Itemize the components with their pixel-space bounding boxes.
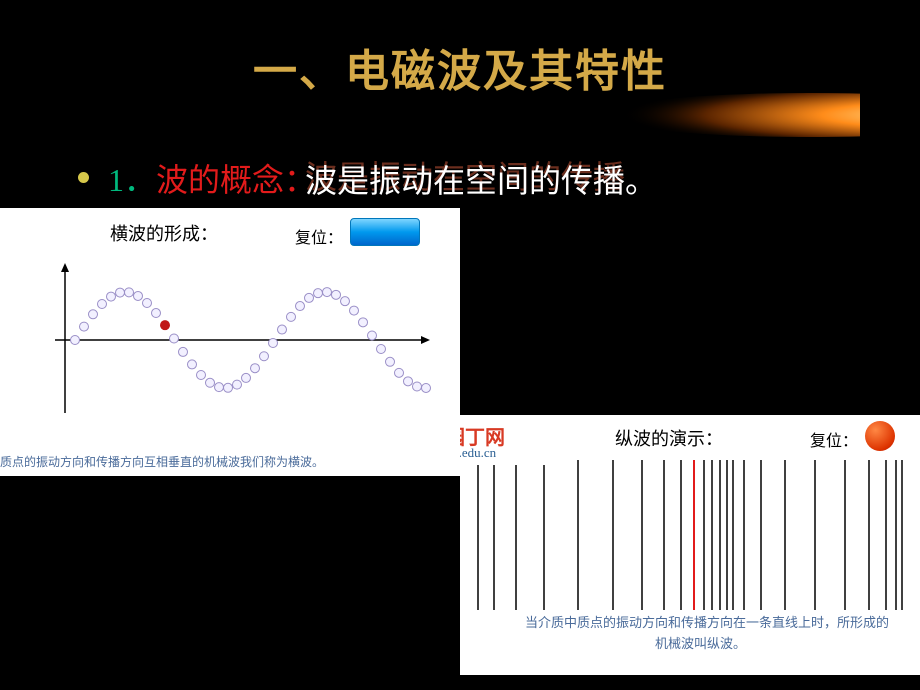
transverse-wave-chart (25, 258, 435, 423)
longitudinal-footnote-l1: 当介质中质点的振动方向和传播方向在一条直线上时，所形成的 (525, 615, 889, 630)
bullet-dot (78, 172, 89, 183)
concept-line: 1．波的概念： (108, 155, 316, 201)
transverse-wave-panel: 横波的形成： 复位： 质点的振动方向和传播方向互相垂直的机械波我们称为横波。 (0, 208, 460, 476)
longitudinal-title: 纵波的演示： (615, 425, 723, 451)
longitudinal-footnote: 当介质中质点的振动方向和传播方向在一条直线上时，所形成的 机械波叫纵波。 (525, 613, 889, 655)
longitudinal-reset-button[interactable] (865, 421, 895, 451)
concept-definition: 波是振动在空间的传播。 (305, 156, 657, 202)
transverse-title: 横波的形成： (110, 220, 218, 246)
concept-label: 波的概念： (156, 162, 316, 198)
title-text: 一、电磁波及其特性 (253, 47, 667, 96)
transverse-footnote: 质点的振动方向和传播方向互相垂直的机械波我们称为横波。 (0, 453, 324, 470)
stamp-url: r.edu.cn (460, 445, 496, 461)
transverse-reset-label: 复位： (295, 224, 343, 248)
longitudinal-wave-lines (472, 460, 908, 610)
longitudinal-footnote-l2: 机械波叫纵波。 (655, 634, 746, 655)
watermark-stamp: 园丁网 r.edu.cn (460, 415, 550, 465)
longitudinal-reset-label: 复位： (810, 427, 858, 451)
transverse-reset-button[interactable] (350, 218, 420, 246)
concept-number: 1． (108, 162, 156, 198)
page-title: 一、电磁波及其特性 (0, 0, 920, 99)
